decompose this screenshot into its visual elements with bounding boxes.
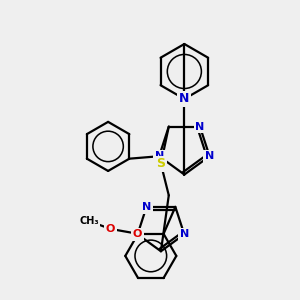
Text: N: N <box>205 151 214 161</box>
Text: N: N <box>154 151 164 161</box>
Text: N: N <box>142 202 151 212</box>
Text: N: N <box>195 122 205 132</box>
Text: O: O <box>133 229 142 239</box>
Text: N: N <box>180 229 189 239</box>
Text: O: O <box>106 224 115 234</box>
Text: S: S <box>156 158 165 170</box>
Text: CH₃: CH₃ <box>79 216 99 226</box>
Text: N: N <box>179 92 190 106</box>
